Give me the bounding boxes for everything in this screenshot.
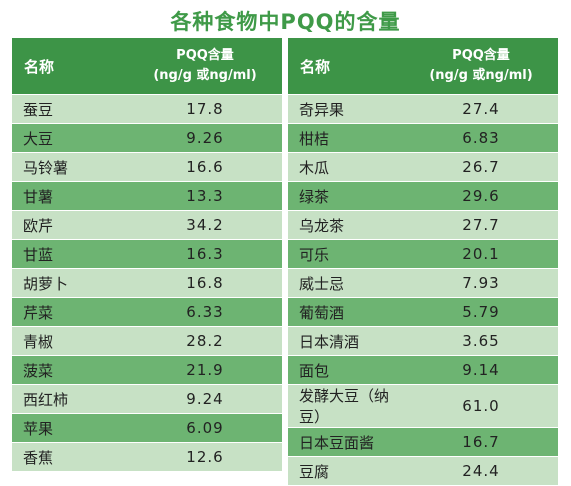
- table-row: 胡萝卜 16.8: [12, 268, 282, 298]
- value-header-line2: (ng/g 或ng/ml): [429, 68, 533, 83]
- pqq-value-cell: 16.3: [128, 239, 282, 269]
- table-row: 日本豆面酱 16.7: [288, 427, 558, 457]
- pqq-value-cell: 28.2: [128, 326, 282, 356]
- table-row: 甘蓝 16.3: [12, 239, 282, 269]
- food-name-cell: 可乐: [288, 239, 404, 269]
- food-name-cell: 香蕉: [12, 442, 128, 472]
- table-row: 发酵大豆（纳豆） 61.0: [288, 384, 558, 428]
- table-row: 蚕豆 17.8: [12, 94, 282, 124]
- table-row: 苹果 6.09: [12, 413, 282, 443]
- food-name-cell: 豆腐: [288, 456, 404, 486]
- pqq-value-cell: 21.9: [128, 355, 282, 385]
- table-row: 香蕉 12.6: [12, 442, 282, 472]
- table-row: 大豆 9.26: [12, 123, 282, 153]
- pqq-value-cell: 16.8: [128, 268, 282, 298]
- pqq-value-cell: 27.4: [404, 94, 558, 124]
- food-name-cell: 胡萝卜: [12, 268, 128, 298]
- value-header-line1: PQQ含量: [176, 48, 234, 63]
- page-title: 各种食物中PQQ的含量: [170, 10, 401, 34]
- food-name-cell: 欧芹: [12, 210, 128, 240]
- table-row: 乌龙茶 27.7: [288, 210, 558, 240]
- pqq-value-cell: 16.6: [128, 152, 282, 182]
- name-column-header: 名称: [288, 38, 404, 95]
- pqq-content-page: 各种食物中PQQ的含量 名称 PQQ含量 (ng/g 或ng/ml) 蚕豆 17.…: [12, 10, 558, 486]
- pqq-value-cell: 24.4: [404, 456, 558, 486]
- pqq-value-cell: 34.2: [128, 210, 282, 240]
- food-name-cell: 西红柿: [12, 384, 128, 414]
- pqq-value-cell: 9.26: [128, 123, 282, 153]
- table-row: 豆腐 24.4: [288, 456, 558, 486]
- pqq-value-cell: 27.7: [404, 210, 558, 240]
- right-pqq-table: 名称 PQQ含量 (ng/g 或ng/ml) 奇异果 27.4 柑桔 6.83 木瓜 26…: [288, 38, 558, 486]
- pqq-value-cell: 9.24: [128, 384, 282, 414]
- left-table-body: 蚕豆 17.8 大豆 9.26 马铃薯 16.6 甘薯 13.3 欧芹 34.2 甘蓝 16.3 胡萝卜…: [12, 94, 282, 472]
- food-name-cell: 绿茶: [288, 181, 404, 211]
- food-name-cell: 乌龙茶: [288, 210, 404, 240]
- food-name-cell: 马铃薯: [12, 152, 128, 182]
- pqq-value-cell: 6.33: [128, 297, 282, 327]
- pqq-value-cell: 3.65: [404, 326, 558, 356]
- value-column-header: PQQ含量 (ng/g 或ng/ml): [404, 38, 558, 95]
- food-name-cell: 面包: [288, 355, 404, 385]
- table-row: 木瓜 26.7: [288, 152, 558, 182]
- pqq-value-cell: 5.79: [404, 297, 558, 327]
- pqq-value-cell: 20.1: [404, 239, 558, 269]
- food-name-cell: 柑桔: [288, 123, 404, 153]
- table-header-row: 名称 PQQ含量 (ng/g 或ng/ml): [288, 38, 558, 95]
- pqq-value-cell: 29.6: [404, 181, 558, 211]
- table-header-row: 名称 PQQ含量 (ng/g 或ng/ml): [12, 38, 282, 95]
- left-pqq-table: 名称 PQQ含量 (ng/g 或ng/ml) 蚕豆 17.8 大豆 9.26 马铃薯 16…: [12, 38, 282, 472]
- table-row: 奇异果 27.4: [288, 94, 558, 124]
- value-header-line2: (ng/g 或ng/ml): [153, 68, 257, 83]
- pqq-value-cell: 6.83: [404, 123, 558, 153]
- pqq-value-cell: 12.6: [128, 442, 282, 472]
- table-row: 青椒 28.2: [12, 326, 282, 356]
- table-row: 葡萄酒 5.79: [288, 297, 558, 327]
- pqq-value-cell: 26.7: [404, 152, 558, 182]
- food-name-cell: 菠菜: [12, 355, 128, 385]
- table-row: 日本清酒 3.65: [288, 326, 558, 356]
- table-row: 甘薯 13.3: [12, 181, 282, 211]
- pqq-value-cell: 7.93: [404, 268, 558, 298]
- pqq-value-cell: 6.09: [128, 413, 282, 443]
- food-name-cell: 甘蓝: [12, 239, 128, 269]
- table-row: 可乐 20.1: [288, 239, 558, 269]
- table-row: 欧芹 34.2: [12, 210, 282, 240]
- pqq-value-cell: 13.3: [128, 181, 282, 211]
- food-name-cell: 大豆: [12, 123, 128, 153]
- food-name-cell: 青椒: [12, 326, 128, 356]
- table-row: 西红柿 9.24: [12, 384, 282, 414]
- food-name-cell: 发酵大豆（纳豆）: [288, 384, 404, 428]
- pqq-value-cell: 61.0: [404, 384, 558, 428]
- table-row: 马铃薯 16.6: [12, 152, 282, 182]
- value-header-line1: PQQ含量: [452, 48, 510, 63]
- right-table-body: 奇异果 27.4 柑桔 6.83 木瓜 26.7 绿茶 29.6 乌龙茶 27.7 可乐 20.1 威士…: [288, 94, 558, 486]
- food-name-cell: 芹菜: [12, 297, 128, 327]
- food-name-cell: 甘薯: [12, 181, 128, 211]
- table-row: 菠菜 21.9: [12, 355, 282, 385]
- food-name-cell: 苹果: [12, 413, 128, 443]
- table-row: 芹菜 6.33: [12, 297, 282, 327]
- food-name-cell: 木瓜: [288, 152, 404, 182]
- table-row: 威士忌 7.93: [288, 268, 558, 298]
- pqq-value-cell: 9.14: [404, 355, 558, 385]
- food-name-cell: 威士忌: [288, 268, 404, 298]
- table-row: 面包 9.14: [288, 355, 558, 385]
- table-row: 绿茶 29.6: [288, 181, 558, 211]
- name-column-header: 名称: [12, 38, 128, 95]
- food-name-cell: 葡萄酒: [288, 297, 404, 327]
- food-name-cell: 奇异果: [288, 94, 404, 124]
- food-name-cell: 日本清酒: [288, 326, 404, 356]
- value-column-header: PQQ含量 (ng/g 或ng/ml): [128, 38, 282, 95]
- food-name-cell: 日本豆面酱: [288, 427, 404, 457]
- table-row: 柑桔 6.83: [288, 123, 558, 153]
- pqq-value-cell: 17.8: [128, 94, 282, 124]
- pqq-value-cell: 16.7: [404, 427, 558, 457]
- food-name-cell: 蚕豆: [12, 94, 128, 124]
